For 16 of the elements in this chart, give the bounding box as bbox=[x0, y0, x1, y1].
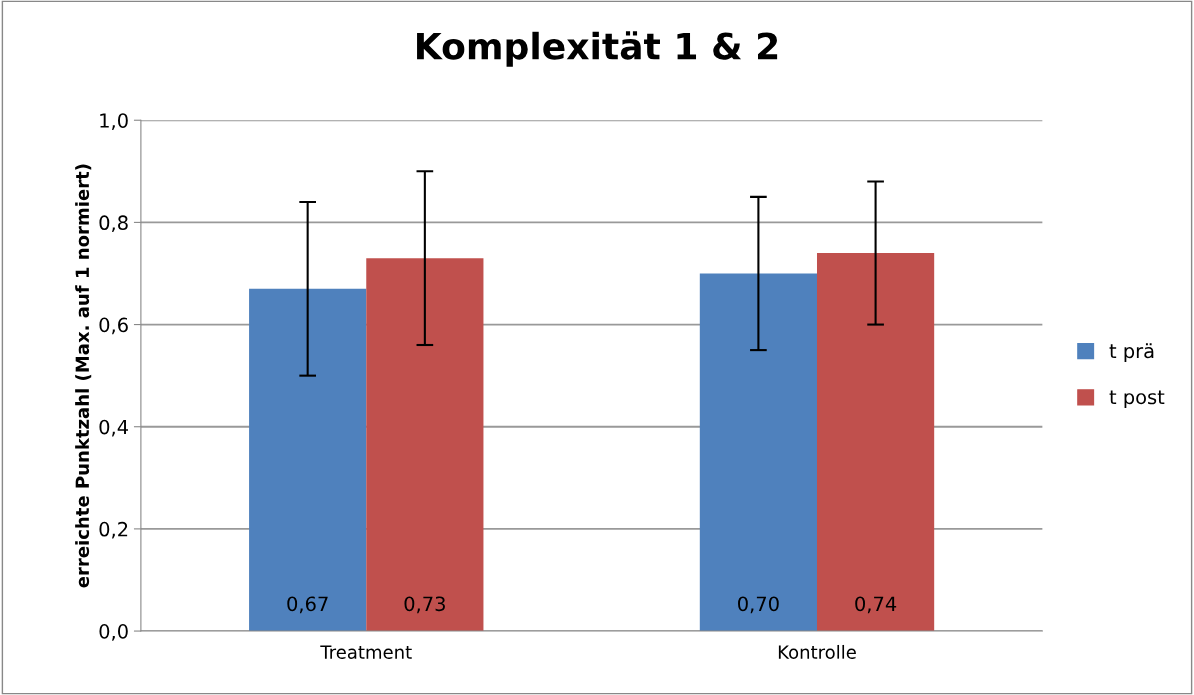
y-tick-label: 0,2 bbox=[99, 521, 128, 539]
x-tick-label: Kontrolle bbox=[778, 644, 856, 659]
data-label: 0,74 bbox=[855, 596, 897, 614]
legend-label: t post bbox=[1109, 390, 1165, 409]
data-label: 0,70 bbox=[738, 596, 779, 614]
y-axis-title: erreichte Punktzahl (Max. auf 1 normiert) bbox=[75, 164, 92, 588]
y-tick-label: 0,4 bbox=[99, 419, 128, 437]
legend-label: t prä bbox=[1109, 343, 1154, 363]
data-label: 0,73 bbox=[404, 596, 445, 614]
data-label: 0,67 bbox=[287, 596, 328, 614]
y-tick-label: 0,6 bbox=[99, 317, 128, 335]
chart-title: Komplexität 1 & 2 bbox=[417, 31, 778, 67]
y-tick-label: 0,0 bbox=[99, 624, 128, 641]
x-tick-label: Treatment bbox=[320, 645, 412, 659]
y-tick-label: 0,8 bbox=[99, 215, 128, 233]
y-tick-label: 1,0 bbox=[100, 113, 128, 130]
